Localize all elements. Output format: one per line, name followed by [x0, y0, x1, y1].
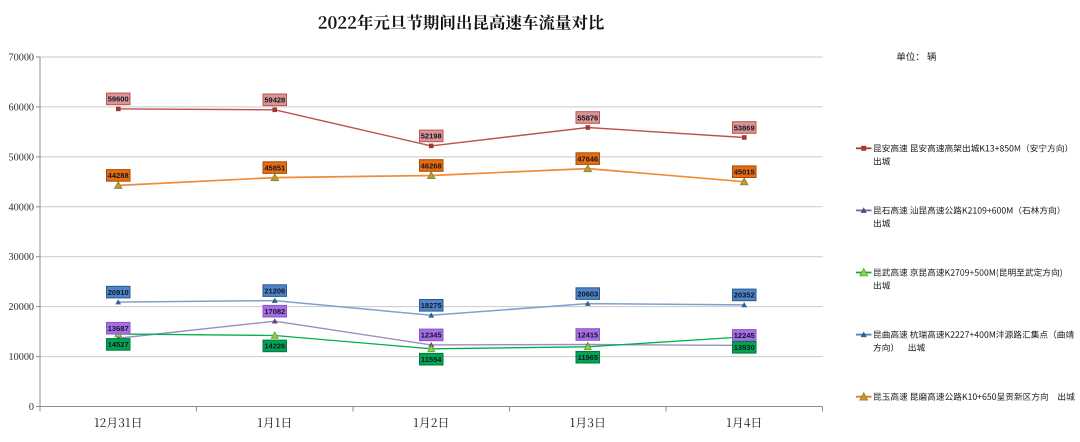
svg-text:12245: 12245: [734, 331, 755, 340]
svg-text:47646: 47646: [577, 154, 598, 163]
svg-text:44288: 44288: [108, 171, 129, 180]
svg-text:18275: 18275: [421, 301, 442, 310]
svg-text:40000: 40000: [9, 202, 34, 213]
svg-text:12345: 12345: [421, 331, 442, 340]
svg-text:12415: 12415: [577, 330, 598, 339]
svg-text:20603: 20603: [577, 289, 598, 298]
svg-text:30000: 30000: [9, 252, 34, 263]
svg-text:14527: 14527: [108, 340, 129, 349]
svg-text:10000: 10000: [9, 352, 34, 363]
svg-text:50000: 50000: [9, 152, 34, 163]
svg-text:45851: 45851: [264, 163, 285, 172]
svg-text:20352: 20352: [734, 291, 755, 300]
svg-text:13930: 13930: [734, 343, 755, 352]
svg-text:17082: 17082: [264, 307, 285, 316]
svg-text:59428: 59428: [264, 96, 285, 105]
svg-text:60000: 60000: [9, 102, 34, 113]
svg-text:46268: 46268: [421, 161, 442, 170]
svg-text:21206: 21206: [264, 286, 285, 295]
svg-text:20000: 20000: [9, 302, 34, 313]
svg-text:52198: 52198: [421, 132, 442, 141]
svg-text:59600: 59600: [108, 95, 129, 104]
svg-text:11554: 11554: [421, 355, 442, 364]
svg-text:55876: 55876: [577, 113, 598, 122]
svg-text:0: 0: [29, 402, 34, 413]
svg-text:53869: 53869: [734, 123, 755, 132]
svg-text:70000: 70000: [9, 53, 34, 64]
svg-text:13687: 13687: [108, 324, 129, 333]
svg-text:11965: 11965: [578, 353, 598, 362]
svg-text:14226: 14226: [264, 342, 285, 351]
svg-text:20910: 20910: [108, 288, 129, 297]
svg-text:45015: 45015: [734, 168, 755, 177]
